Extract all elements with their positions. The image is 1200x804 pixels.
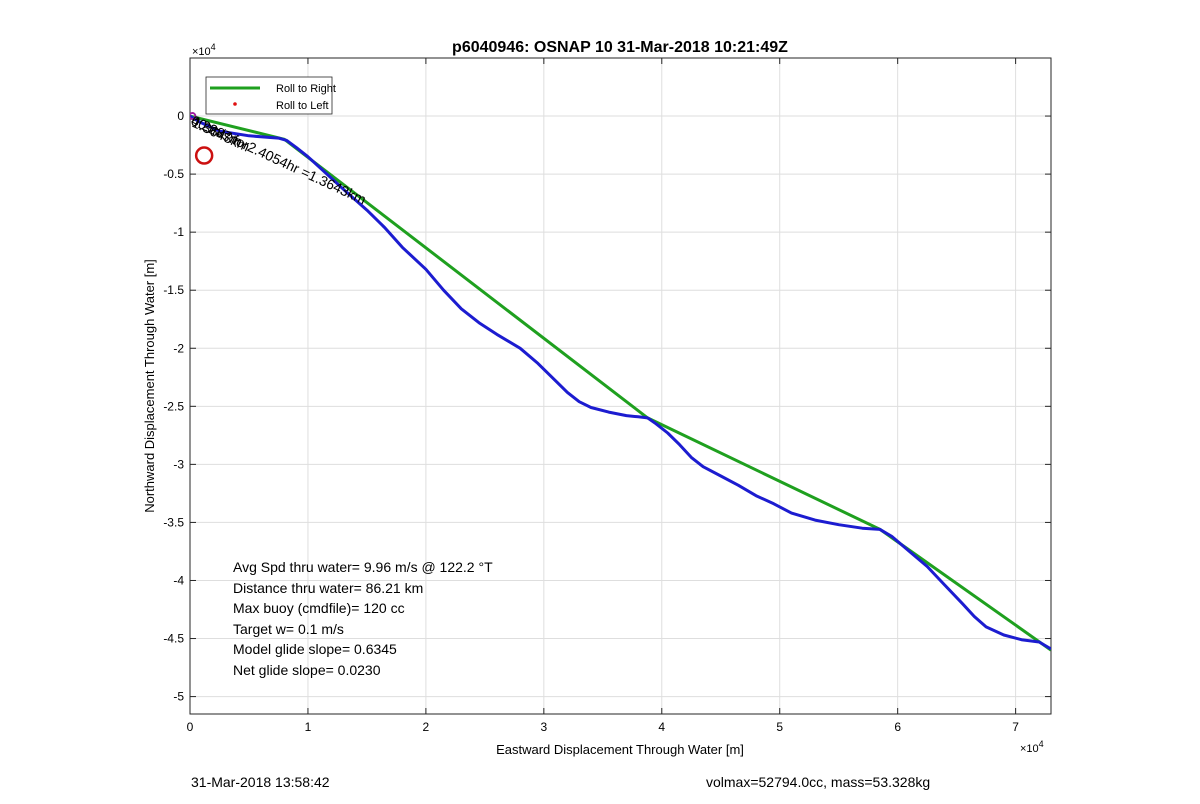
y-tick-label: -5 bbox=[173, 690, 184, 704]
x-tick-label: 3 bbox=[540, 720, 547, 734]
y-tick-label: -3 bbox=[173, 457, 184, 471]
legend-label-roll-left: Roll to Left bbox=[276, 100, 329, 112]
legend-label-roll-right: Roll to Right bbox=[276, 83, 336, 95]
origin-marker bbox=[190, 112, 197, 121]
x-tick-label: 1 bbox=[305, 720, 312, 734]
annotation-net-glide: Net glide slope= 0.0230 bbox=[233, 662, 381, 678]
displacement-track-line bbox=[190, 114, 1051, 651]
start-marker-circle bbox=[194, 146, 214, 165]
x-tick-label: 0 bbox=[187, 720, 194, 734]
legend-swatch-roll-left bbox=[233, 102, 237, 106]
legend-box bbox=[205, 76, 333, 115]
axis-ticks: 0 1 2 3 4 5 6 7 0 -0.5 -1 -1.5 -2 -2.5 -3 -3.5 -4 -4.5 -5 bbox=[163, 58, 1051, 734]
x-tick-label: 4 bbox=[658, 720, 665, 734]
y-tick-label: -3.5 bbox=[163, 515, 184, 529]
annotation-model-glide: Model glide slope= 0.6345 bbox=[233, 641, 397, 657]
annotation-avg-speed: Avg Spd thru water= 9.96 m/s @ 122.2 °T bbox=[233, 559, 493, 575]
y-tick-label: -1 bbox=[173, 225, 184, 239]
annotation-target-w: Target w= 0.1 m/s bbox=[233, 621, 344, 637]
chart-title: p6040946: OSNAP 10 31-Mar-2018 10:21:49Z bbox=[452, 39, 788, 56]
y-tick-label: 0 bbox=[177, 109, 184, 123]
annotation-block: Avg Spd thru water= 9.96 m/s @ 122.2 °T … bbox=[233, 559, 493, 678]
annotation-max-buoy: Max buoy (cmdfile)= 120 cc bbox=[233, 600, 405, 616]
y-exponent-base: ×10 bbox=[192, 46, 211, 58]
footer-volmax-mass: volmax=52794.0cc, mass=53.328kg bbox=[706, 774, 931, 790]
y-exponent-power: 4 bbox=[211, 42, 216, 52]
y-tick-label: -2.5 bbox=[163, 399, 184, 413]
footer-timestamp: 31-Mar-2018 13:58:42 bbox=[191, 774, 330, 790]
legend: Roll to Right Roll to Left bbox=[205, 76, 336, 115]
y-axis-label: Northward Displacement Through Water [m] bbox=[142, 259, 157, 513]
x-tick-label: 5 bbox=[776, 720, 783, 734]
grid bbox=[190, 58, 1051, 714]
y-tick-label: -4 bbox=[173, 573, 184, 587]
y-tick-label: -4.5 bbox=[163, 632, 184, 646]
x-axis-label: Eastward Displacement Through Water [m] bbox=[496, 742, 744, 757]
y-tick-label: -2 bbox=[173, 341, 184, 355]
annotation-distance: Distance thru water= 86.21 km bbox=[233, 580, 423, 596]
x-tick-label: 6 bbox=[894, 720, 901, 734]
y-tick-label: -0.5 bbox=[163, 167, 184, 181]
overlap-labels: 0.2m/s for2.4054hr =1.3643km 40.287m 1.3… bbox=[189, 112, 369, 207]
axes-box bbox=[189, 57, 1052, 715]
x-exponent-label: ×104 bbox=[1020, 739, 1044, 755]
x-exponent-base: ×10 bbox=[1020, 743, 1039, 755]
plot-series bbox=[190, 112, 1051, 652]
y-exponent-label: ×104 bbox=[192, 42, 216, 58]
y-tick-label: -1.5 bbox=[163, 283, 184, 297]
x-exponent-power: 4 bbox=[1039, 739, 1044, 749]
series-group bbox=[190, 112, 1051, 652]
x-tick-label: 7 bbox=[1012, 720, 1019, 734]
x-tick-label: 2 bbox=[423, 720, 430, 734]
